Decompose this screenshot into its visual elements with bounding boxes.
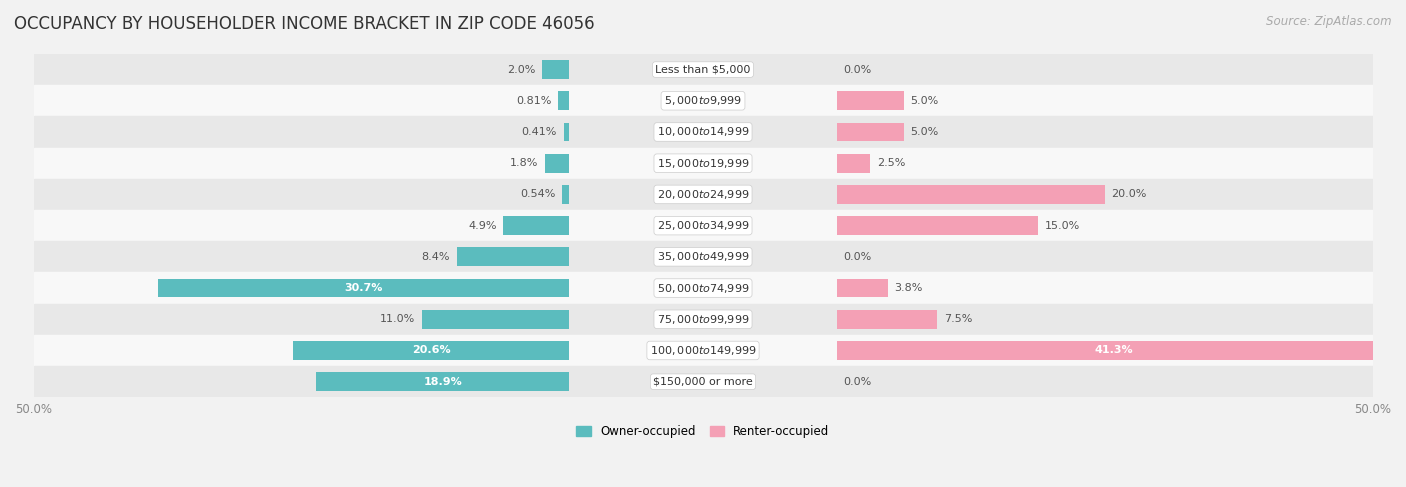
Bar xyxy=(837,123,904,141)
Bar xyxy=(837,185,1105,204)
Text: 1.8%: 1.8% xyxy=(510,158,538,168)
Text: OCCUPANCY BY HOUSEHOLDER INCOME BRACKET IN ZIP CODE 46056: OCCUPANCY BY HOUSEHOLDER INCOME BRACKET … xyxy=(14,15,595,33)
Bar xyxy=(422,310,569,329)
Text: 3.8%: 3.8% xyxy=(894,283,922,293)
Text: 5.0%: 5.0% xyxy=(911,127,939,137)
Text: Less than $5,000: Less than $5,000 xyxy=(655,65,751,75)
Bar xyxy=(294,341,569,360)
Bar xyxy=(34,85,1372,116)
Text: 0.54%: 0.54% xyxy=(520,189,555,199)
Bar xyxy=(543,60,569,79)
Text: 2.5%: 2.5% xyxy=(877,158,905,168)
Bar xyxy=(837,341,1391,360)
Text: 11.0%: 11.0% xyxy=(380,314,415,324)
Bar xyxy=(457,247,569,266)
Text: $150,000 or more: $150,000 or more xyxy=(654,377,752,387)
Bar xyxy=(837,279,887,298)
Text: 41.3%: 41.3% xyxy=(1094,345,1133,356)
Bar xyxy=(34,148,1372,179)
Bar xyxy=(837,92,904,110)
Bar xyxy=(503,216,569,235)
Bar xyxy=(34,179,1372,210)
Bar xyxy=(34,366,1372,397)
Bar xyxy=(316,373,569,391)
Text: 0.0%: 0.0% xyxy=(844,377,872,387)
Text: $25,000 to $34,999: $25,000 to $34,999 xyxy=(657,219,749,232)
Bar xyxy=(34,272,1372,304)
Bar xyxy=(558,92,569,110)
Text: 4.9%: 4.9% xyxy=(468,221,496,231)
Text: $75,000 to $99,999: $75,000 to $99,999 xyxy=(657,313,749,326)
Text: Source: ZipAtlas.com: Source: ZipAtlas.com xyxy=(1267,15,1392,28)
Text: $35,000 to $49,999: $35,000 to $49,999 xyxy=(657,250,749,263)
Text: $20,000 to $24,999: $20,000 to $24,999 xyxy=(657,188,749,201)
Text: 0.0%: 0.0% xyxy=(844,65,872,75)
Bar xyxy=(837,310,938,329)
Text: 0.81%: 0.81% xyxy=(516,96,551,106)
Text: $10,000 to $14,999: $10,000 to $14,999 xyxy=(657,126,749,138)
Text: 30.7%: 30.7% xyxy=(344,283,382,293)
Text: 18.9%: 18.9% xyxy=(423,377,463,387)
Bar xyxy=(157,279,569,298)
Bar xyxy=(34,116,1372,148)
Text: $5,000 to $9,999: $5,000 to $9,999 xyxy=(664,94,742,107)
Text: 20.0%: 20.0% xyxy=(1111,189,1147,199)
Legend: Owner-occupied, Renter-occupied: Owner-occupied, Renter-occupied xyxy=(572,420,834,443)
Text: 15.0%: 15.0% xyxy=(1045,221,1080,231)
Bar xyxy=(34,304,1372,335)
Text: $15,000 to $19,999: $15,000 to $19,999 xyxy=(657,157,749,169)
Text: 20.6%: 20.6% xyxy=(412,345,450,356)
Bar xyxy=(34,54,1372,85)
Text: 0.41%: 0.41% xyxy=(522,127,557,137)
Text: 2.0%: 2.0% xyxy=(508,65,536,75)
Bar xyxy=(34,210,1372,241)
Text: $50,000 to $74,999: $50,000 to $74,999 xyxy=(657,281,749,295)
Text: 8.4%: 8.4% xyxy=(422,252,450,262)
Bar xyxy=(546,154,569,172)
Text: 5.0%: 5.0% xyxy=(911,96,939,106)
Bar xyxy=(562,185,569,204)
Bar xyxy=(564,123,569,141)
Text: 7.5%: 7.5% xyxy=(943,314,973,324)
Bar xyxy=(837,154,870,172)
Bar xyxy=(34,241,1372,272)
Text: 0.0%: 0.0% xyxy=(844,252,872,262)
Bar xyxy=(837,216,1038,235)
Text: $100,000 to $149,999: $100,000 to $149,999 xyxy=(650,344,756,357)
Bar xyxy=(34,335,1372,366)
